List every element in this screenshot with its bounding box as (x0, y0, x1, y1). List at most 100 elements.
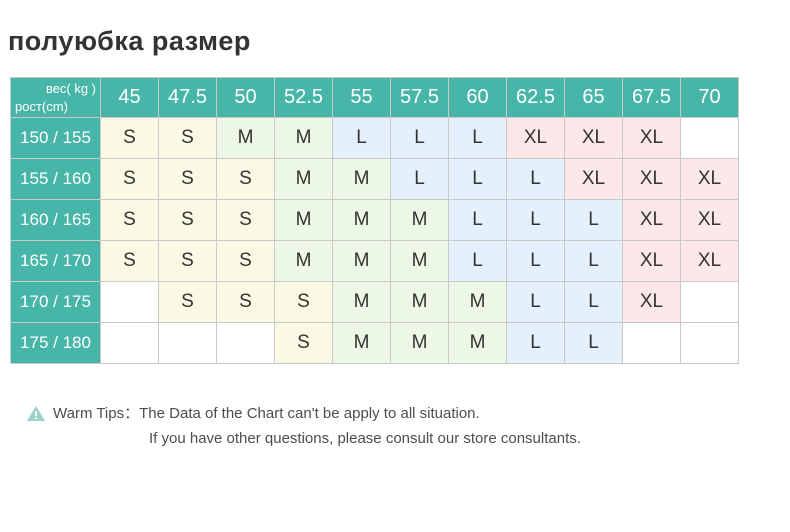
size-cell: L (564, 322, 623, 364)
size-cell: XL (622, 117, 681, 159)
weight-header-cell: 47.5 (158, 77, 217, 118)
size-cell: L (506, 281, 565, 323)
size-cell: XL (564, 117, 623, 159)
empty-cell (100, 322, 159, 364)
height-row-label: 150 / 155 (10, 117, 101, 159)
table-row: 160 / 165 S S S M M M L L L XL XL (10, 199, 739, 241)
size-cell: S (274, 281, 333, 323)
size-cell: S (216, 158, 275, 200)
empty-cell (216, 322, 275, 364)
weight-header-cell: 65 (564, 77, 623, 118)
size-cell: M (390, 199, 449, 241)
weight-header-cell: 57.5 (390, 77, 449, 118)
size-cell: M (274, 117, 333, 159)
size-cell: M (448, 281, 507, 323)
size-cell: S (158, 117, 217, 159)
height-row-label: 155 / 160 (10, 158, 101, 200)
height-axis-label: рост(cm) (15, 99, 68, 114)
tips-line-1-text: The Data of the Chart can't be apply to … (139, 405, 480, 422)
height-row-label: 165 / 170 (10, 240, 101, 282)
size-cell: S (158, 281, 217, 323)
table-row: 170 / 175 S S S M M M L L XL (10, 281, 739, 323)
empty-cell (680, 322, 739, 364)
size-cell: M (274, 158, 333, 200)
empty-cell (158, 322, 217, 364)
empty-cell (622, 322, 681, 364)
weight-axis-label: вес( kg ) (45, 81, 96, 96)
size-cell: L (564, 199, 623, 241)
size-cell: S (216, 199, 275, 241)
weight-header-cell: 67.5 (622, 77, 681, 118)
warning-triangle-icon (26, 405, 46, 430)
size-cell: M (332, 322, 391, 364)
height-row-label: 170 / 175 (10, 281, 101, 323)
size-cell: L (564, 281, 623, 323)
weight-header-cell: 50 (216, 77, 275, 118)
size-cell: L (448, 117, 507, 159)
table-row: 155 / 160 S S S M M L L L XL XL XL (10, 158, 739, 200)
size-cell: M (332, 240, 391, 282)
size-cell: XL (680, 240, 739, 282)
height-row-label: 175 / 180 (10, 322, 101, 364)
size-cell: S (158, 158, 217, 200)
tips-text-block: Warm Tips：The Data of the Chart can't be… (53, 401, 581, 451)
weight-header-cell: 55 (332, 77, 391, 118)
size-cell: L (506, 240, 565, 282)
size-cell: S (158, 240, 217, 282)
size-cell: M (274, 240, 333, 282)
size-cell: L (506, 322, 565, 364)
table-row: 175 / 180 S M M M L L (10, 322, 739, 364)
warm-tips-label: Warm Tips： (53, 405, 140, 422)
size-cell: L (332, 117, 391, 159)
size-cell: M (332, 158, 391, 200)
weight-header-cell: 60 (448, 77, 507, 118)
table-row: 150 / 155 S S M M L L L XL XL XL (10, 117, 739, 159)
size-cell: S (100, 117, 159, 159)
size-cell: XL (506, 117, 565, 159)
weight-header-cell: 62.5 (506, 77, 565, 118)
size-cell: L (506, 158, 565, 200)
size-cell: S (100, 158, 159, 200)
size-cell: M (448, 322, 507, 364)
size-cell: S (100, 240, 159, 282)
size-cell: XL (622, 281, 681, 323)
size-cell: L (390, 117, 449, 159)
size-table-body: 150 / 155 S S M M L L L XL XL XL 155 / 160 S S S M M L L L X… (10, 117, 739, 364)
weight-header-cell: 70 (680, 77, 739, 118)
size-cell: L (506, 199, 565, 241)
size-cell: XL (680, 158, 739, 200)
size-cell: S (100, 199, 159, 241)
size-cell: L (448, 158, 507, 200)
size-cell: S (216, 240, 275, 282)
size-cell: M (332, 281, 391, 323)
size-cell: XL (622, 158, 681, 200)
size-cell: XL (622, 240, 681, 282)
size-cell: S (158, 199, 217, 241)
size-cell: XL (680, 199, 739, 241)
table-row: 165 / 170 S S S M M M L L L XL XL (10, 240, 739, 282)
height-row-label: 160 / 165 (10, 199, 101, 241)
weight-header-row: вес( kg ) рост(cm) 45 47.5 50 52.5 55 57.5 60 6… (10, 77, 739, 118)
tips-line-2: If you have other questions, please cons… (149, 430, 581, 447)
weight-header-cell: 52.5 (274, 77, 333, 118)
empty-cell (100, 281, 159, 323)
size-cell: S (274, 322, 333, 364)
size-cell: XL (564, 158, 623, 200)
size-cell: M (216, 117, 275, 159)
size-cell: M (390, 322, 449, 364)
empty-cell (680, 281, 739, 323)
size-cell: L (448, 240, 507, 282)
corner-cell: вес( kg ) рост(cm) (10, 77, 101, 118)
size-cell: M (274, 199, 333, 241)
size-cell: L (448, 199, 507, 241)
size-cell: XL (622, 199, 681, 241)
size-cell: L (564, 240, 623, 282)
tips-line-1: Warm Tips：The Data of the Chart can't be… (53, 401, 581, 426)
empty-cell (680, 117, 739, 159)
size-cell: S (216, 281, 275, 323)
weight-header-cell: 45 (100, 77, 159, 118)
size-table: вес( kg ) рост(cm) 45 47.5 50 52.5 55 57.5 60 6… (10, 77, 739, 364)
page-title: полуюбка размер (8, 26, 251, 56)
size-cell: M (390, 240, 449, 282)
